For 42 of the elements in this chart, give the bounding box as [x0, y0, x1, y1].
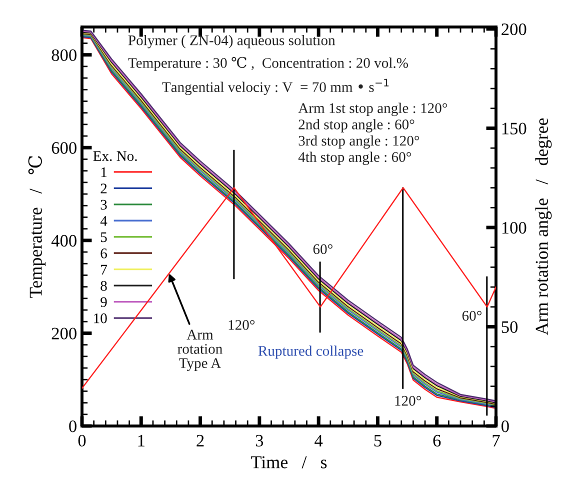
annotation: 120° — [395, 396, 421, 406]
annotation: Tangential velociy : V = 70 mm • s$^{−1}$ — [162, 78, 389, 96]
legend-label: 1 — [101, 167, 107, 178]
legend-label: 3 — [100, 200, 107, 210]
legend-label: 9 — [100, 297, 107, 308]
y2-axis-title: Arm rotation angle / degree — [535, 118, 552, 336]
annotation: 60° — [462, 310, 482, 321]
x-axis-title: Time / s — [251, 456, 327, 468]
legend-label: 6 — [100, 248, 107, 258]
y-tick-label: 200 — [52, 328, 76, 340]
annotation: 120° — [228, 320, 255, 330]
x-tick-label: 6 — [433, 434, 441, 447]
y-tick-label: 400 — [51, 234, 76, 247]
annotation: 60° — [313, 244, 332, 254]
y2-tick-label: 50 — [502, 321, 518, 333]
legend-title: Ex. No. — [93, 151, 137, 162]
y-tick-label: 0 — [69, 420, 76, 432]
x-tick-label: 2 — [196, 434, 204, 446]
y2-tick-label: 200 — [502, 23, 526, 36]
legend-label: 10 — [94, 313, 107, 324]
annotation: Ruptured collapse — [258, 346, 364, 359]
legend-label: 5 — [100, 232, 107, 242]
x-tick-label: 4 — [314, 434, 323, 446]
y2-tick-label: 0 — [502, 420, 509, 432]
legend-label: 4 — [100, 216, 108, 226]
annotation: Temperature : 30 ℃ , Concentration : 20 vol.% — [128, 56, 408, 71]
legend-label: 8 — [100, 280, 107, 291]
annotation: Polymer ( ZN-04) aqueous solution — [128, 34, 336, 48]
legend-label: 2 — [100, 184, 107, 194]
y-axis-title: Temperature / ℃ — [28, 156, 46, 298]
x-tick-label: 3 — [256, 434, 264, 447]
y2-tick-label: 150 — [502, 122, 526, 134]
legend-label: 7 — [101, 264, 107, 274]
x-tick-label: 7 — [492, 435, 500, 446]
y-tick-label: 800 — [52, 49, 76, 62]
y-tick-label: 600 — [52, 142, 76, 154]
y2-tick-label: 100 — [502, 222, 526, 234]
annotation: Arm rotation Type A — [178, 330, 222, 372]
x-tick-label: 1 — [138, 434, 144, 446]
x-tick-label: 5 — [374, 435, 382, 447]
x-tick-label: 0 — [78, 434, 86, 447]
annotation: Arm 1st stop angle : 120° 2nd stop angle : 60° 3rd stop angle : 120° 4th stop angle : 60° — [298, 102, 448, 165]
